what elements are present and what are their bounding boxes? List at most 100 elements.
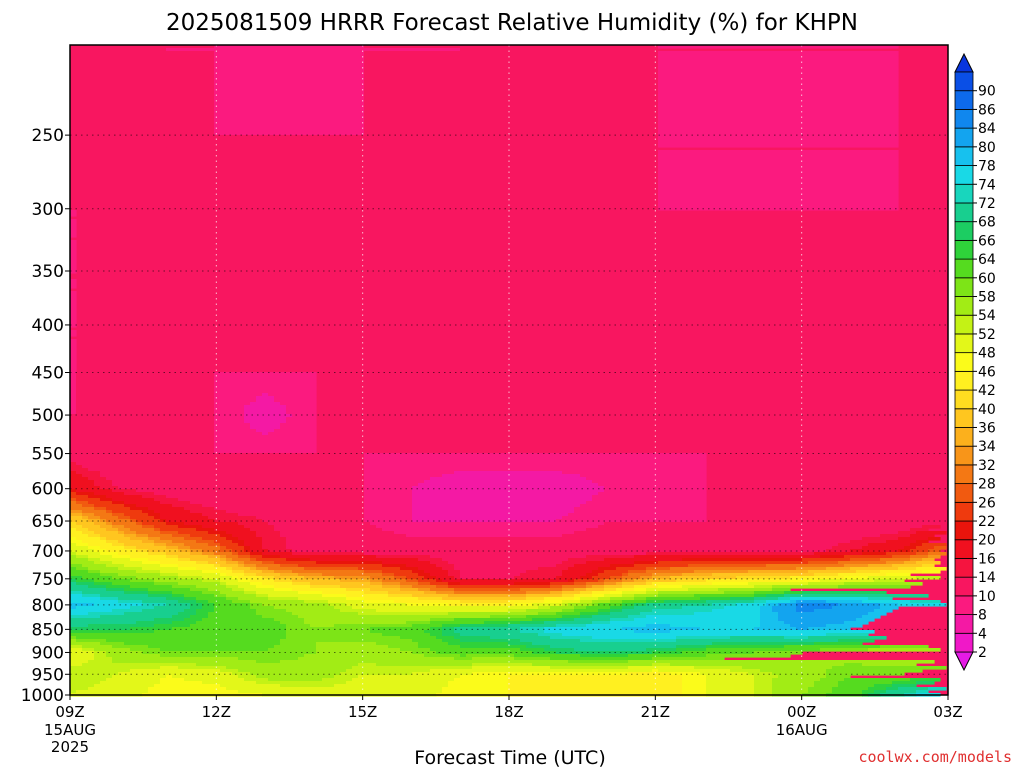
rh-cell xyxy=(658,114,899,118)
rh-cell xyxy=(214,57,365,61)
rh-cell xyxy=(628,672,671,676)
rh-cell xyxy=(232,552,239,556)
rh-cell xyxy=(514,654,581,658)
rh-cell xyxy=(70,333,77,337)
rh-cell xyxy=(208,588,233,592)
rh-cell xyxy=(658,162,899,166)
rh-cell xyxy=(184,507,215,511)
rh-cell xyxy=(190,558,221,562)
rh-cell xyxy=(382,585,401,589)
rh-cell xyxy=(652,663,671,667)
rh-cell xyxy=(862,552,887,556)
rh-cell xyxy=(562,534,881,538)
rh-cell xyxy=(286,630,371,634)
rh-cell xyxy=(316,648,401,652)
rh-cell xyxy=(214,63,365,67)
rh-cell xyxy=(658,561,809,565)
rh-cell xyxy=(220,558,227,562)
rh-cell xyxy=(322,573,383,577)
rh-cell xyxy=(88,660,113,664)
y-tick-label: 850 xyxy=(32,620,64,640)
rh-cell xyxy=(160,531,179,535)
rh-cell xyxy=(550,666,629,670)
rh-cell xyxy=(244,417,287,421)
rh-cell xyxy=(160,513,203,517)
rh-cell xyxy=(910,534,935,538)
rh-cell xyxy=(214,528,251,532)
rh-cell xyxy=(754,594,767,598)
rh-cell xyxy=(862,600,911,604)
rh-cell xyxy=(544,630,635,634)
rh-cell xyxy=(256,534,281,538)
credit-text: coolwx.com/models xyxy=(858,748,1012,766)
rh-cell xyxy=(550,657,653,661)
rh-cell xyxy=(364,501,413,505)
rh-cell xyxy=(406,603,449,607)
rh-cell xyxy=(70,489,77,493)
rh-cell xyxy=(598,492,707,496)
rh-cell xyxy=(268,594,323,598)
rh-cell xyxy=(658,99,899,103)
rh-cell xyxy=(70,642,101,646)
rh-cell xyxy=(130,555,167,559)
rh-cell xyxy=(76,582,95,586)
rh-cell xyxy=(70,246,77,250)
rh-cell xyxy=(70,138,659,142)
rh-cell xyxy=(832,546,863,550)
rh-cell xyxy=(76,552,101,556)
rh-cell xyxy=(196,597,227,601)
rh-cell xyxy=(880,534,911,538)
rh-cell xyxy=(118,597,167,601)
rh-cell xyxy=(166,48,461,52)
rh-cell xyxy=(862,615,881,619)
rh-cell xyxy=(412,495,593,499)
rh-cell xyxy=(658,594,695,598)
rh-cell xyxy=(70,144,659,148)
rh-cell xyxy=(142,561,161,565)
rh-cell xyxy=(142,495,167,499)
rh-cell xyxy=(70,189,659,193)
rh-cell xyxy=(460,582,515,586)
colorbar-label: 66 xyxy=(978,233,996,249)
rh-cell xyxy=(898,531,917,535)
rh-cell xyxy=(220,549,233,553)
colorbar-label: 80 xyxy=(978,140,996,156)
rh-cell xyxy=(418,558,443,562)
rh-cell xyxy=(238,522,269,526)
rh-cell xyxy=(610,591,623,595)
rh-cell xyxy=(628,573,653,577)
rh-cell xyxy=(70,354,77,358)
rh-cell xyxy=(580,504,707,508)
rh-cell xyxy=(190,552,203,556)
rh-cell xyxy=(100,525,113,529)
rh-cell xyxy=(220,564,239,568)
rh-cell xyxy=(274,588,293,592)
rh-cell xyxy=(94,492,125,496)
rh-cell xyxy=(70,81,215,85)
rh-cell xyxy=(580,615,593,619)
rh-cell xyxy=(70,483,95,487)
rh-cell xyxy=(598,612,611,616)
rh-cell xyxy=(268,678,323,682)
rh-cell xyxy=(274,561,317,565)
rh-cell xyxy=(334,684,449,688)
rh-cell xyxy=(394,576,407,580)
rh-cell xyxy=(754,591,785,595)
rh-cell xyxy=(70,663,83,667)
rh-cell xyxy=(268,393,317,397)
rh-cell xyxy=(214,372,317,376)
rh-cell xyxy=(232,588,245,592)
rh-cell xyxy=(82,513,95,517)
rh-cell xyxy=(412,513,569,517)
rh-cell xyxy=(70,369,77,373)
rh-cell xyxy=(316,651,413,655)
colorbar-box xyxy=(954,183,974,204)
rh-cell xyxy=(658,183,899,187)
rh-cell xyxy=(634,588,647,592)
rh-cell xyxy=(460,654,467,658)
rh-cell xyxy=(70,174,659,178)
rh-cell xyxy=(430,627,443,631)
rh-cell xyxy=(568,567,599,571)
rh-cell xyxy=(700,627,755,631)
rh-cell xyxy=(772,609,797,613)
